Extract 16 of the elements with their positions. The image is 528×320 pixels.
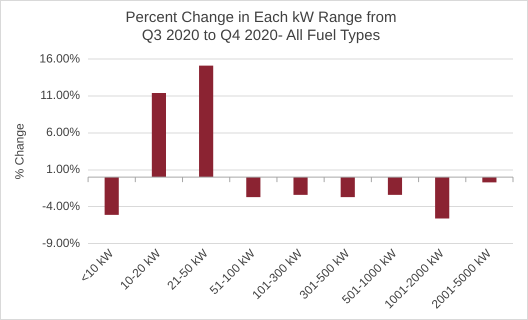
y-tick-label: 11.00% bbox=[40, 88, 80, 102]
y-tick-label: 6.00% bbox=[46, 125, 80, 140]
bar bbox=[293, 177, 308, 195]
bar bbox=[435, 177, 450, 219]
bar bbox=[104, 177, 119, 215]
bar bbox=[388, 177, 402, 195]
y-tick-label: 1.00% bbox=[46, 162, 80, 176]
bar bbox=[199, 66, 214, 178]
y-tick-label: 16.00% bbox=[39, 51, 80, 66]
bar bbox=[340, 177, 355, 198]
y-tick-label: -4.00% bbox=[42, 199, 80, 214]
bar bbox=[152, 92, 166, 178]
bar bbox=[246, 177, 260, 198]
y-axis-title: % Change bbox=[12, 122, 27, 180]
chart-title: Percent Change in Each kW Range from Q3 2020 to Q4 2020- All Fuel Types bbox=[126, 9, 396, 44]
bar bbox=[482, 177, 496, 182]
